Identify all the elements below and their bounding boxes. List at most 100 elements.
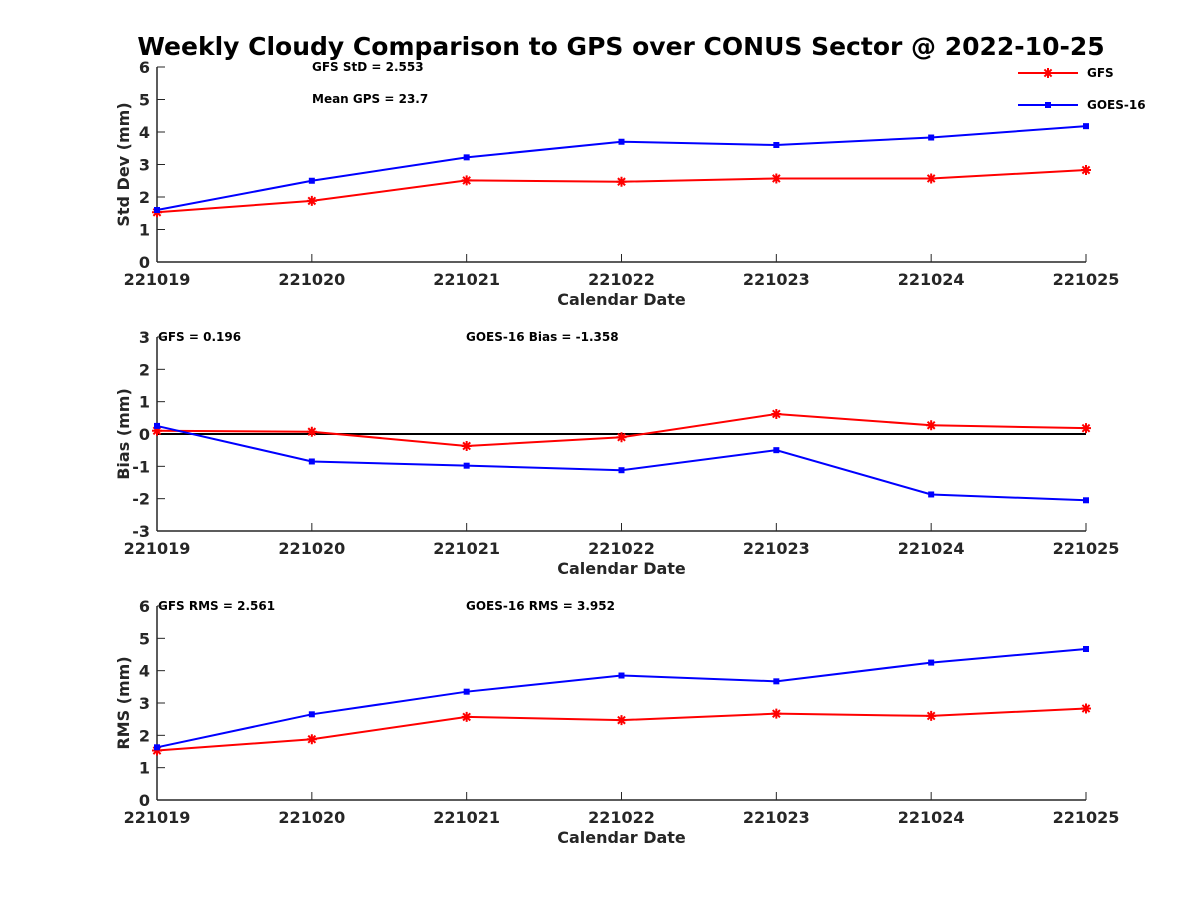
x-tick-label: 221023 <box>743 808 810 827</box>
x-tick-label: 221021 <box>433 270 500 289</box>
x-tick-label: 221023 <box>743 539 810 558</box>
y-tick-label: -1 <box>132 457 150 476</box>
y-tick-label: 4 <box>139 662 150 681</box>
legend-label: GFS <box>1087 66 1114 80</box>
data-point-goes-16 <box>773 678 780 685</box>
data-point-goes-16 <box>463 688 470 695</box>
x-tick-label: 221022 <box>588 539 655 558</box>
data-point-goes-16 <box>928 659 935 666</box>
annotation-mean-gps: Mean GPS = 23.7 <box>312 92 428 106</box>
legend-entry-goes16: GOES-16 <box>1018 98 1146 112</box>
data-point-gfs <box>616 176 627 187</box>
x-tick-label: 221019 <box>124 808 191 827</box>
series-line-goes-16 <box>156 125 1087 211</box>
x-tick-label: 221024 <box>898 539 965 558</box>
data-point-goes-16 <box>154 207 160 213</box>
legend-label: GOES-16 <box>1087 98 1146 112</box>
x-tick-label: 221019 <box>124 539 191 558</box>
y-tick-label: -3 <box>132 522 150 541</box>
data-point-goes-16 <box>154 744 160 751</box>
data-point-gfs <box>926 173 937 184</box>
data-point-goes-16 <box>618 138 625 145</box>
y-tick-label: 0 <box>139 253 150 272</box>
x-tick-label: 221022 <box>588 270 655 289</box>
y-tick-label: 2 <box>139 726 150 745</box>
y-tick-label: 1 <box>139 759 150 778</box>
data-point-goes-16 <box>463 154 470 161</box>
annotation-goes-bias: GOES-16 Bias = -1.358 <box>466 330 619 344</box>
x-axis-label: Calendar Date <box>557 828 686 847</box>
y-tick-label: 2 <box>139 188 150 207</box>
figure-title: Weekly Cloudy Comparison to GPS over CON… <box>137 32 1104 61</box>
data-point-goes-16 <box>154 422 160 429</box>
data-point-goes-16 <box>308 177 315 184</box>
legend-marker <box>1043 68 1053 78</box>
data-point-goes-16 <box>618 672 625 679</box>
data-point-goes-16 <box>928 134 935 141</box>
data-point-gfs <box>771 708 782 719</box>
y-tick-label: 2 <box>139 360 150 379</box>
data-point-gfs <box>152 425 162 436</box>
legend-marker <box>1045 102 1051 108</box>
series-line-gfs <box>156 707 1087 752</box>
data-point-goes-16 <box>773 447 780 454</box>
x-tick-label: 221020 <box>278 539 345 558</box>
y-tick-label: 6 <box>139 597 150 616</box>
x-tick-label: 221025 <box>1053 808 1120 827</box>
x-tick-label: 221024 <box>898 270 965 289</box>
y-tick-label: 0 <box>139 425 150 444</box>
x-tick-label: 221023 <box>743 270 810 289</box>
annotation-goes-rms: GOES-16 RMS = 3.952 <box>466 599 615 613</box>
data-point-gfs <box>1081 165 1091 176</box>
y-tick-label: 4 <box>139 123 150 142</box>
y-axis-label: Std Dev (mm) <box>114 102 133 226</box>
y-tick-label: 6 <box>139 58 150 77</box>
annotation-gfs-bias: GFS = 0.196 <box>158 330 241 344</box>
data-point-gfs <box>306 426 317 437</box>
x-tick-label: 221021 <box>433 808 500 827</box>
y-tick-label: 3 <box>139 156 150 175</box>
data-point-gfs <box>616 715 627 726</box>
x-tick-label: 221025 <box>1053 539 1120 558</box>
data-point-gfs <box>152 745 162 756</box>
y-axis-label: Bias (mm) <box>114 388 133 480</box>
data-point-goes-16 <box>618 467 625 474</box>
data-point-goes-16 <box>463 462 470 469</box>
y-tick-label: 3 <box>139 328 150 347</box>
x-tick-label: 221020 <box>278 808 345 827</box>
y-tick-label: -2 <box>132 490 150 509</box>
annotation-gfs-std: GFS StD = 2.553 <box>312 60 424 74</box>
x-tick-label: 221022 <box>588 808 655 827</box>
y-axis-label: RMS (mm) <box>114 656 133 749</box>
data-point-gfs <box>306 195 317 206</box>
y-tick-label: 1 <box>139 221 150 240</box>
data-point-gfs <box>1081 703 1091 714</box>
legend-entry-gfs: GFS <box>1018 66 1114 80</box>
x-tick-label: 221019 <box>124 270 191 289</box>
y-tick-label: 3 <box>139 694 150 713</box>
data-point-gfs <box>461 175 472 186</box>
x-tick-label: 221024 <box>898 808 965 827</box>
data-point-gfs <box>461 711 472 722</box>
data-point-goes-16 <box>308 711 315 718</box>
data-point-gfs <box>926 710 937 721</box>
data-point-goes-16 <box>1083 646 1089 653</box>
x-tick-label: 221021 <box>433 539 500 558</box>
data-point-gfs <box>616 432 627 443</box>
data-point-gfs <box>926 420 937 431</box>
data-point-gfs <box>771 408 782 419</box>
data-point-goes-16 <box>773 142 780 148</box>
panel-std-dev: Std Dev (mm) Calendar Date GFS StD = 2.5… <box>114 58 1119 309</box>
x-axis-label: Calendar Date <box>557 290 686 309</box>
series-line-goes-16 <box>156 648 1087 749</box>
x-axis-label: Calendar Date <box>557 559 686 578</box>
x-tick-label: 221020 <box>278 270 345 289</box>
y-tick-label: 5 <box>139 91 150 110</box>
annotation-gfs-rms: GFS RMS = 2.561 <box>158 599 275 613</box>
data-point-gfs <box>1081 423 1091 434</box>
data-point-goes-16 <box>1083 123 1089 130</box>
x-tick-label: 221025 <box>1053 270 1120 289</box>
data-point-gfs <box>771 173 782 184</box>
